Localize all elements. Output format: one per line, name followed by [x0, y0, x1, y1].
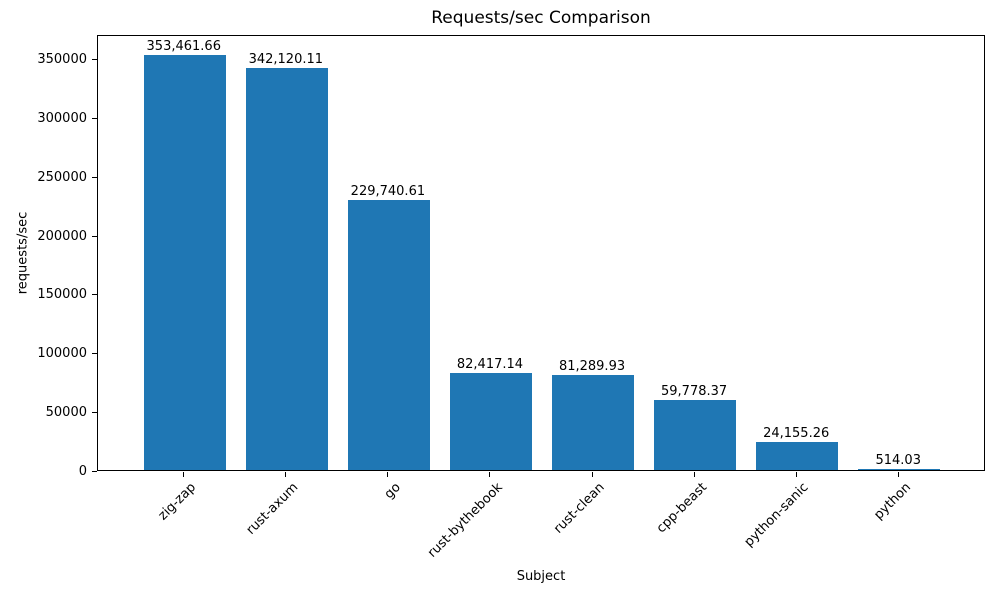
- plot-area: [97, 35, 985, 471]
- chart-title: Requests/sec Comparison: [431, 8, 651, 28]
- y-tick-label: 150000: [37, 287, 87, 303]
- x-tick-label: rust-axum: [243, 480, 302, 538]
- bar-value-label: 82,417.14: [456, 357, 524, 373]
- x-tick-label: go: [381, 480, 404, 503]
- x-tick-mark: [183, 472, 185, 477]
- x-tick-mark: [285, 472, 287, 477]
- y-tick-mark: [92, 294, 97, 296]
- x-tick-label: rust-clean: [551, 480, 608, 537]
- y-tick-mark: [92, 59, 97, 61]
- y-tick-mark: [92, 470, 97, 472]
- y-tick-label: 100000: [37, 346, 87, 362]
- x-tick-label: python: [871, 480, 914, 523]
- y-tick-mark: [92, 176, 97, 178]
- x-tick-mark: [897, 472, 899, 477]
- x-tick-mark: [387, 472, 389, 477]
- y-tick-mark: [92, 411, 97, 413]
- x-tick-mark: [693, 472, 695, 477]
- y-tick-label: 0: [78, 463, 87, 479]
- y-tick-label: 50000: [45, 404, 87, 420]
- x-tick-label: rust-bythebook: [424, 480, 506, 561]
- y-tick-label: 250000: [37, 169, 87, 185]
- x-tick-label: python-sanic: [741, 480, 812, 550]
- bar-value-label: 24,155.26: [763, 425, 830, 441]
- bar: [858, 468, 941, 470]
- x-tick-mark: [591, 472, 593, 477]
- x-tick-mark: [489, 472, 491, 477]
- bar: [756, 441, 838, 470]
- bar-value-label: 81,289.93: [558, 358, 626, 374]
- bar: [654, 399, 736, 470]
- x-tick-label: cpp-beast: [653, 480, 710, 537]
- x-axis-label: Subject: [516, 569, 566, 584]
- y-tick-mark: [92, 353, 97, 355]
- y-tick-label: 300000: [37, 111, 87, 127]
- bar: [552, 374, 634, 470]
- bar-value-label: 342,120.11: [248, 52, 324, 68]
- bar: [143, 54, 226, 470]
- y-tick-label: 350000: [37, 52, 87, 68]
- y-tick-label: 200000: [37, 228, 87, 244]
- bar-value-label: 514.03: [875, 452, 921, 468]
- y-tick-mark: [92, 235, 97, 237]
- bar: [246, 68, 328, 470]
- bar: [450, 373, 532, 470]
- bar-value-label: 353,461.66: [146, 38, 221, 54]
- y-axis-label: requests/sec: [15, 211, 31, 295]
- x-tick-label: zig-zap: [155, 480, 200, 524]
- y-tick-mark: [92, 118, 97, 120]
- bar-value-label: 229,740.61: [350, 184, 426, 200]
- bar: [348, 200, 430, 470]
- bar-value-label: 59,778.37: [661, 383, 728, 399]
- x-tick-mark: [795, 472, 797, 477]
